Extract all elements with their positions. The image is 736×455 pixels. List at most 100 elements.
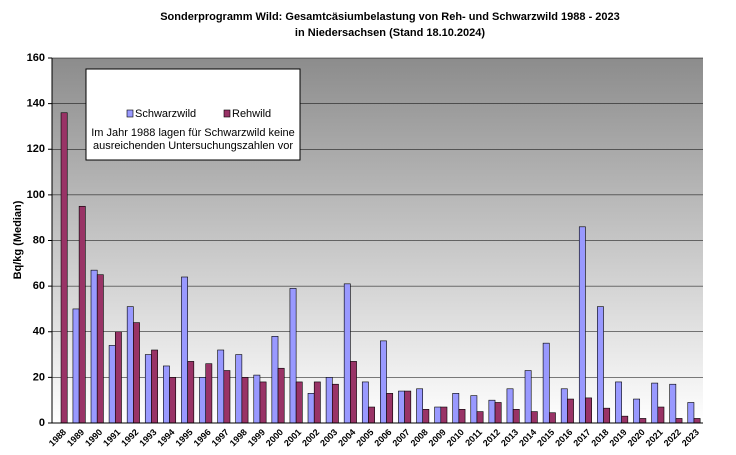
x-tick-label: 2018 [589,427,610,448]
bar [78,205,86,424]
bar [199,377,207,424]
bar [578,226,586,424]
bar [657,406,665,424]
x-tick-label: 2020 [626,427,647,448]
x-tick-label: 1989 [65,427,86,448]
bar [651,382,659,424]
x-tick-label: 2008 [409,427,430,448]
x-tick-label: 2007 [390,427,411,448]
bar [253,374,261,424]
bar [289,288,297,424]
x-tick-label: 2005 [354,427,375,448]
bar [404,390,412,424]
bar [271,336,279,424]
bar [560,388,568,424]
bar [633,398,641,424]
x-tick-label: 2011 [463,427,484,448]
y-axis-label: Bq/kg (Median) [12,200,24,279]
bar [669,383,677,424]
y-tick-label: 40 [33,326,45,338]
bar [325,377,333,424]
bar [687,402,695,424]
x-tick-label: 1993 [137,427,158,448]
bar [615,381,622,424]
x-tick-label: 1998 [228,427,249,448]
bar [144,354,152,424]
x-tick-label: 2006 [372,427,393,448]
x-tick-label: 1997 [210,427,231,448]
x-tick-label: 2012 [481,427,502,448]
x-tick-label: 2010 [445,427,466,448]
x-tick-label: 1988 [47,427,68,448]
x-tick-label: 2017 [571,427,592,448]
bar [398,390,405,424]
x-tick-label: 1990 [83,427,104,448]
x-tick-label: 1996 [192,427,213,448]
x-tick-label: 2003 [318,427,339,448]
bar [422,409,430,424]
bar [108,345,116,424]
bar [440,406,448,424]
bar [452,393,460,424]
bar [542,342,550,424]
bar [163,365,170,424]
y-tick-label: 20 [33,371,45,383]
bar [361,381,369,424]
bar [524,370,532,424]
y-tick-label: 100 [27,189,45,201]
bar [187,361,195,424]
bar [343,283,351,424]
legend-swatch [126,109,134,118]
bar [368,406,375,424]
bar [416,388,424,424]
bar [585,397,592,424]
bar [181,276,188,424]
bar [494,402,502,424]
x-tick-label: 2001 [282,427,303,448]
bar [386,393,394,424]
legend-label: Schwarzwild [135,108,196,120]
y-tick-label: 0 [39,417,45,429]
x-tick-label: 2023 [680,427,701,448]
bar [205,363,213,424]
bar [597,306,604,424]
y-tick-label: 60 [33,280,45,292]
annotation: Im Jahr 1988 lagen für Schwarzwild keine [91,127,295,139]
bar [217,349,225,424]
x-tick-label: 2015 [535,427,556,448]
bar [693,418,701,424]
chart-subtitle: in Niedersachsen (Stand 18.10.2024) [295,27,485,39]
bar [295,381,303,424]
bar [530,411,538,424]
legend-swatch [223,109,231,118]
bar [96,274,104,424]
bar [307,393,315,424]
bar [241,377,249,424]
x-tick-label: 2016 [553,427,574,448]
y-tick-label: 120 [27,143,45,155]
bar [114,331,122,424]
x-tick-label: 2021 [644,427,665,448]
chart-title: Sonderprogramm Wild: Gesamtcäsiumbelastu… [160,11,620,23]
bar [133,322,140,424]
y-tick-label: 80 [33,234,45,246]
bar [259,381,267,424]
y-tick-label: 160 [27,52,45,64]
legend-label: Rehwild [232,108,271,120]
x-tick-label: 1999 [246,427,267,448]
bar [603,407,611,424]
bar [548,412,556,424]
bar [434,406,442,424]
bar [488,399,496,424]
x-tick-label: 2002 [300,427,321,448]
bar [235,354,243,424]
bar [506,388,514,424]
bar [331,383,339,424]
x-tick-label: 1994 [155,427,176,448]
bar [476,411,484,424]
y-tick-label: 140 [27,98,45,110]
x-tick-label: 2009 [427,427,448,448]
x-tick-label: 2014 [517,427,538,448]
x-tick-label: 2004 [336,427,357,448]
